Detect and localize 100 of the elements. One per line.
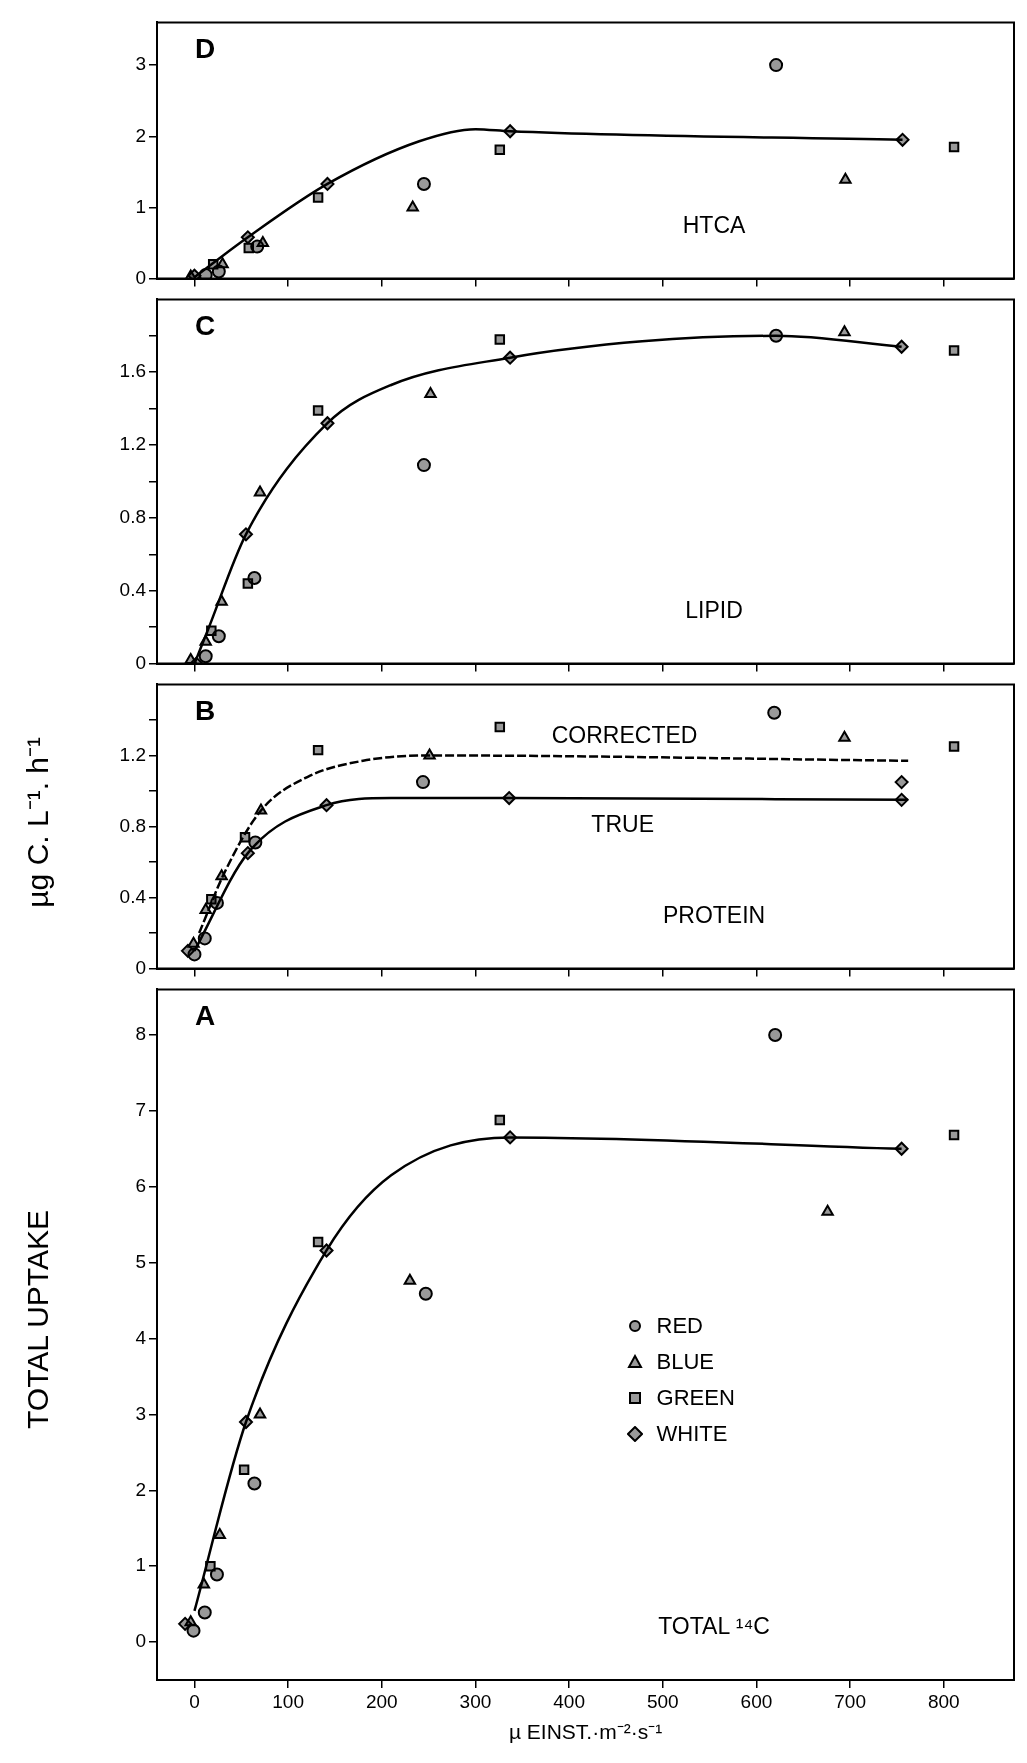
point [948, 141, 960, 153]
point [416, 775, 430, 790]
point [209, 895, 224, 910]
point [894, 792, 909, 807]
x-tick-label: 400 [553, 1690, 585, 1712]
point [406, 200, 419, 212]
chart-title: A [195, 1000, 216, 1032]
point [198, 649, 213, 664]
legend-label: WHITE [656, 1421, 728, 1448]
point [948, 345, 960, 356]
y-tick-label: 1 [135, 195, 146, 217]
point [312, 1236, 324, 1248]
point [424, 387, 437, 399]
y-tick-label: 0.4 [119, 578, 147, 600]
legend-label: RED [656, 1313, 703, 1340]
point [198, 268, 213, 279]
annotation: HTCA [682, 211, 747, 238]
point [312, 405, 324, 416]
point [319, 1243, 334, 1258]
point [250, 239, 265, 254]
point [239, 831, 251, 843]
y-tick-label: 7 [135, 1099, 146, 1121]
point [768, 1027, 783, 1042]
point [494, 1114, 506, 1126]
point [215, 594, 228, 606]
y-tick-label: 8 [135, 1023, 146, 1045]
point [184, 652, 197, 664]
x-tick-label: 300 [459, 1690, 492, 1712]
y-tick-label: 3 [135, 53, 146, 75]
point [197, 1577, 211, 1589]
x-tick-label: 100 [272, 1690, 304, 1712]
x-tick-label: 800 [927, 1690, 960, 1712]
y-tick-label: 0 [135, 266, 146, 288]
point [312, 744, 324, 756]
point [248, 835, 263, 850]
y-tick-label: 2 [135, 124, 146, 146]
y-tick-label: 1 [135, 1554, 146, 1576]
point [503, 124, 518, 139]
point [209, 1567, 224, 1582]
point [213, 1528, 226, 1540]
point [895, 132, 910, 147]
point [894, 1141, 909, 1156]
point [767, 705, 782, 720]
y-tick-label: 3 [135, 1402, 146, 1424]
point [839, 172, 852, 184]
x-tick-label: 500 [646, 1690, 679, 1712]
x-axis-title: µ EINST.·m⁻²·s⁻¹ [508, 1720, 663, 1744]
annotation: PROTEIN [662, 901, 766, 928]
y-tick-label: 0 [135, 651, 146, 673]
point [838, 730, 851, 742]
y-tick-label: 0 [135, 956, 146, 978]
point [948, 741, 960, 752]
point [215, 869, 228, 881]
point [254, 803, 268, 815]
y-tick-label: 0.8 [119, 814, 146, 836]
point [199, 902, 212, 914]
point [253, 485, 267, 497]
y-tick-label: 5 [135, 1250, 146, 1272]
point [502, 791, 517, 806]
y-tick-label: 0.8 [119, 506, 146, 528]
series-label: TRUE [591, 811, 654, 838]
y-tick-label: 4 [135, 1326, 147, 1348]
point [769, 328, 784, 343]
point [319, 798, 334, 813]
point [403, 1273, 417, 1285]
y-tick-label: 2 [135, 1478, 146, 1500]
legend-label: BLUE [656, 1349, 715, 1376]
point [238, 1414, 253, 1429]
point [199, 634, 212, 646]
point [247, 1476, 262, 1491]
point [240, 230, 255, 245]
point [838, 325, 851, 337]
point [240, 846, 255, 861]
point [494, 144, 506, 156]
chart-title: D [195, 33, 216, 65]
point [503, 350, 518, 365]
point [423, 748, 436, 760]
y-tick-label: 0 [135, 1630, 146, 1652]
point [320, 176, 335, 191]
y-tick-label: 1.2 [119, 743, 146, 765]
point [494, 721, 506, 733]
series-label: CORRECTED [551, 722, 698, 749]
y-tick-label: 6 [135, 1174, 146, 1196]
point [197, 931, 212, 946]
point [894, 339, 909, 354]
point [187, 947, 202, 962]
point [320, 416, 335, 431]
point [503, 1130, 518, 1145]
point [211, 264, 226, 279]
y-tick-label: 0.4 [119, 885, 147, 907]
point [253, 1407, 267, 1419]
chart-title: C [195, 310, 216, 342]
point [205, 1560, 216, 1572]
point [821, 1204, 834, 1216]
point [894, 775, 909, 790]
point [197, 1605, 212, 1620]
legend-label: GREEN [656, 1385, 735, 1412]
y-tick-label: 1.6 [119, 360, 146, 382]
point [238, 527, 253, 542]
point [312, 192, 324, 203]
